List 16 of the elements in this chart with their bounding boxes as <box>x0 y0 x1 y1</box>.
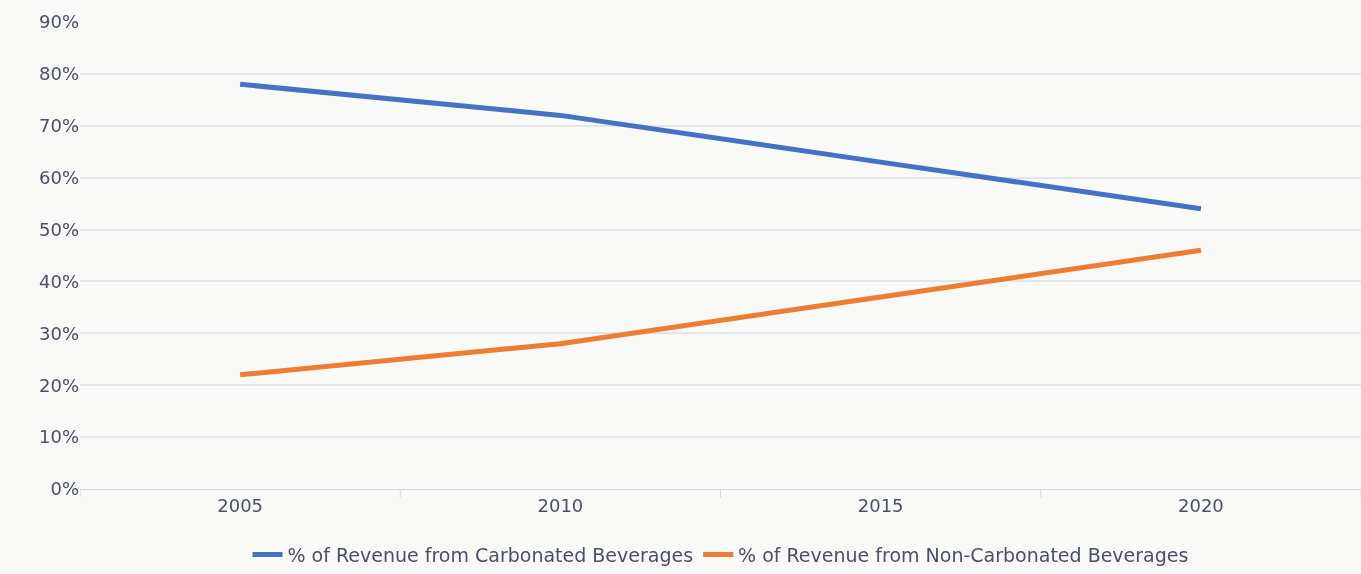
y-tick-label: 70% <box>38 115 79 137</box>
y-tick-label: 50% <box>38 218 79 240</box>
legend-label: % of Revenue from Carbonated Beverages <box>287 543 694 566</box>
x-tick-label: 2015 <box>857 494 904 516</box>
y-tick-label: 90% <box>38 11 79 33</box>
legend-label: % of Revenue from Non-Carbonated Beverages <box>738 543 1189 566</box>
y-tick-label: 60% <box>38 166 79 188</box>
y-tick-label: 0% <box>50 478 79 500</box>
x-tick-label: 2010 <box>537 494 584 516</box>
x-tick-label: 2005 <box>217 494 264 516</box>
y-tick-label: 10% <box>38 426 79 448</box>
y-tick-label: 20% <box>38 374 79 396</box>
y-tick-label: 40% <box>38 270 79 292</box>
y-tick-label: 80% <box>38 63 79 85</box>
x-tick-label: 2020 <box>1177 494 1224 516</box>
y-tick-label: 30% <box>38 322 79 344</box>
